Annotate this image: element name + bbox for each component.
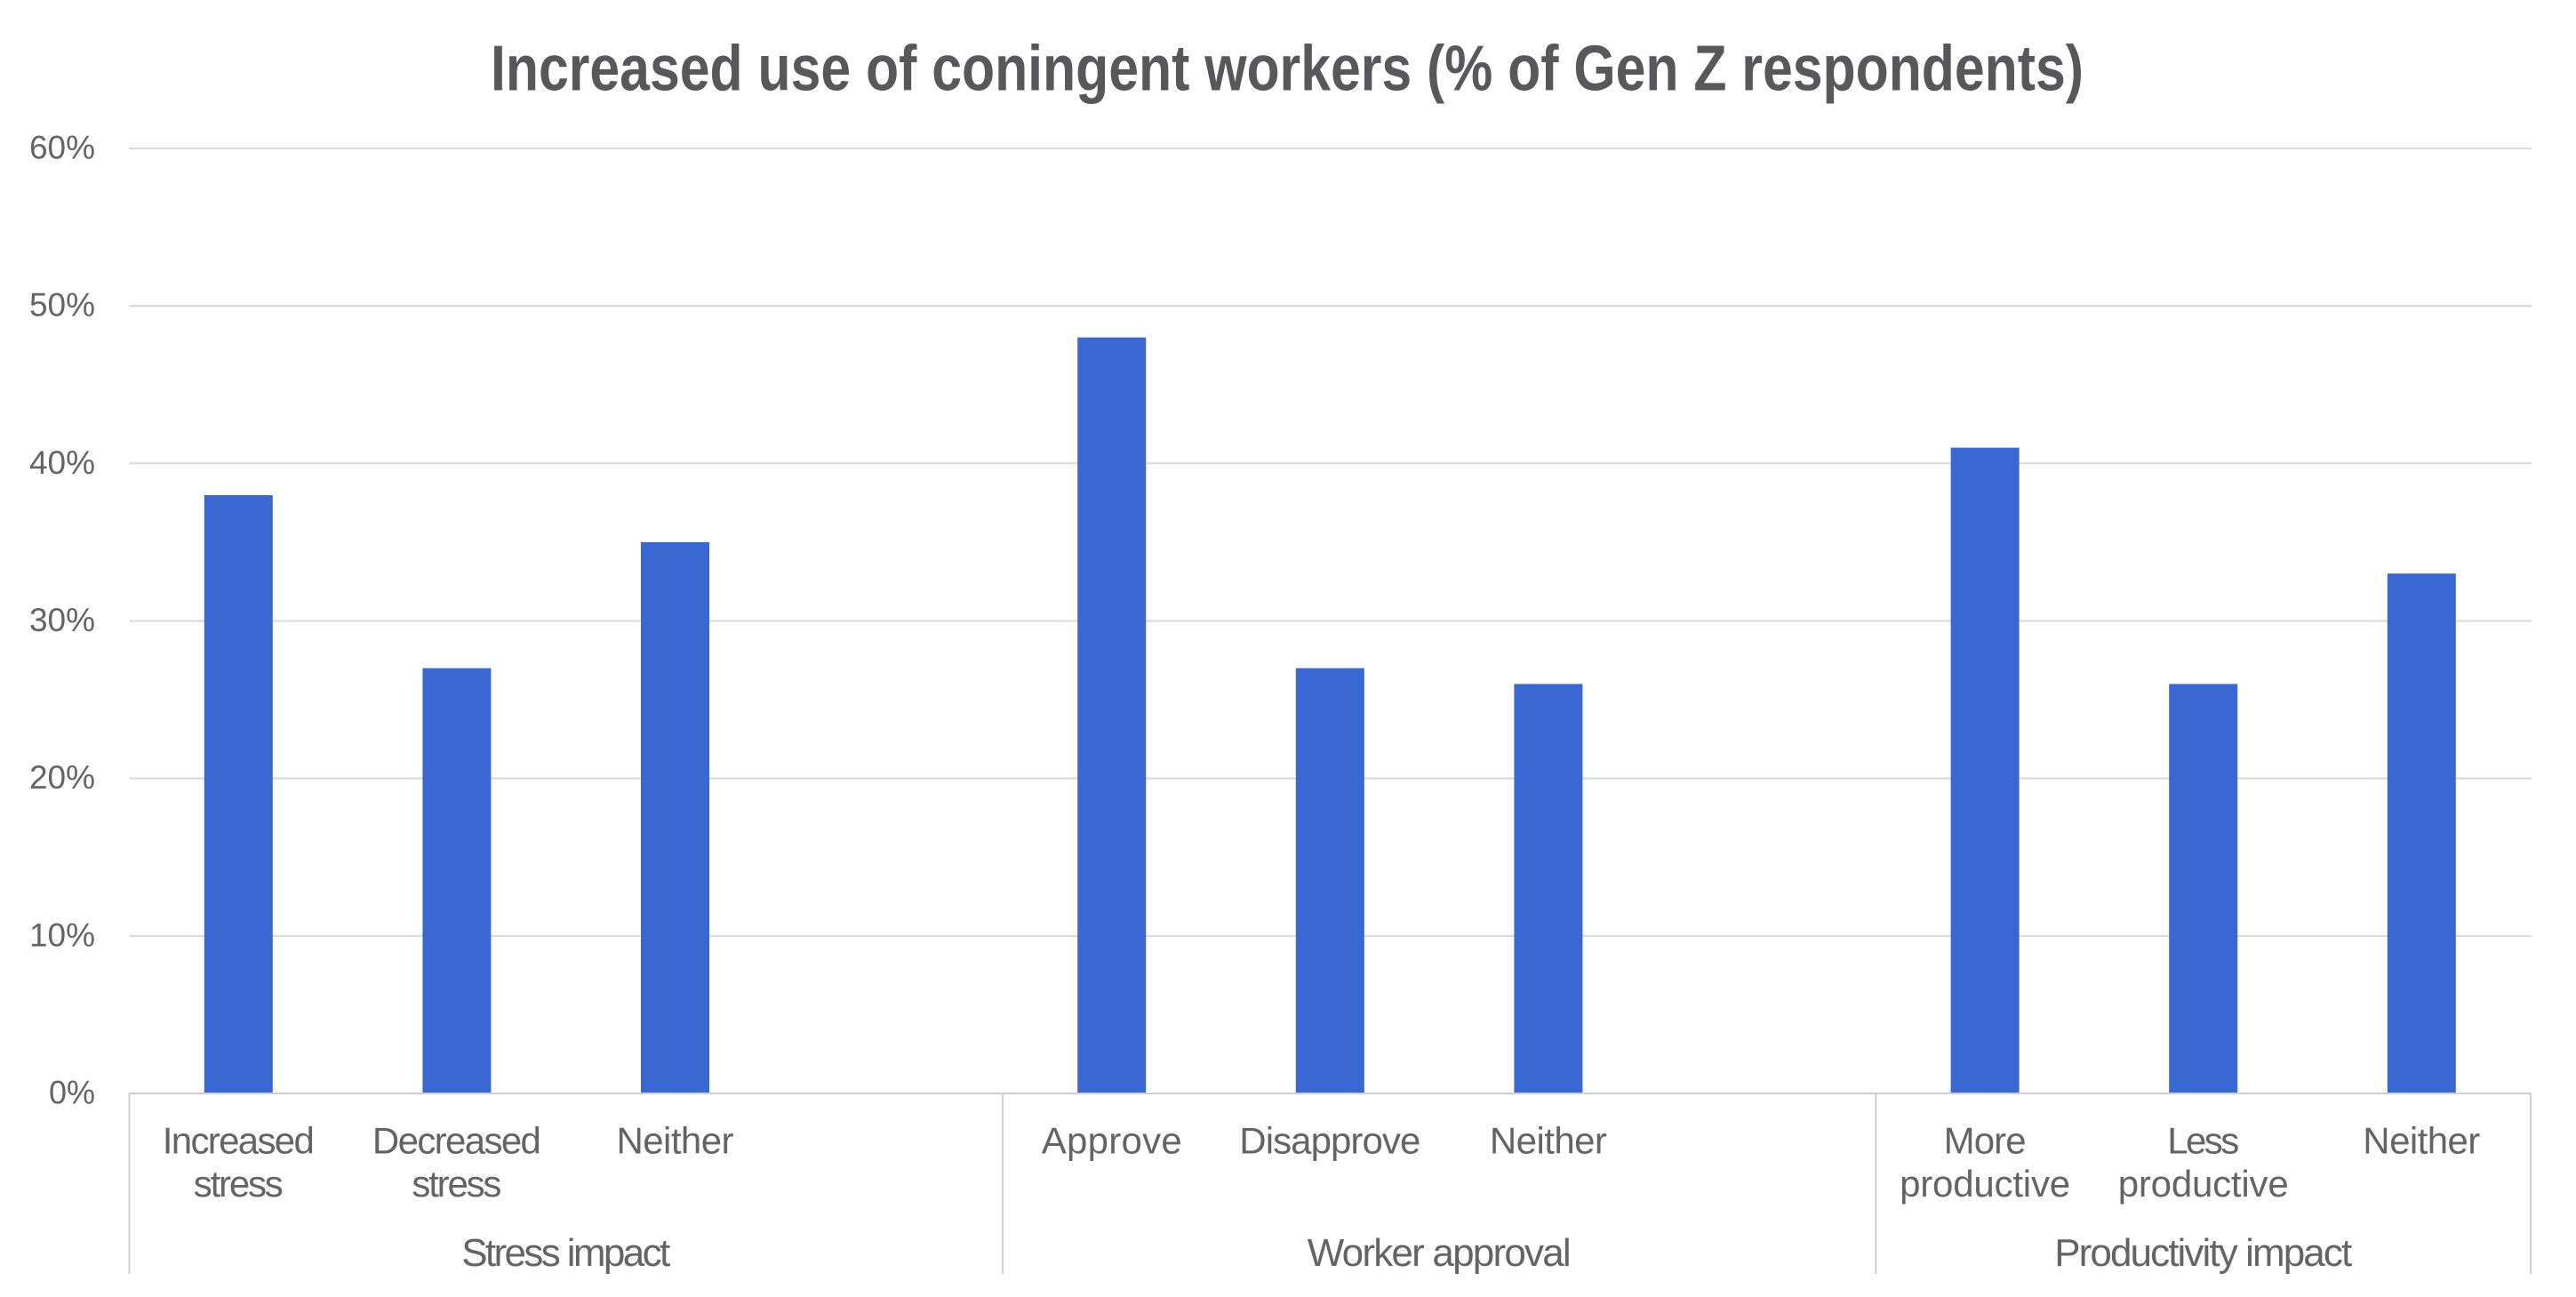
svg-text:Neither: Neither xyxy=(1490,1120,1607,1162)
svg-text:30%: 30% xyxy=(29,602,95,638)
svg-text:50%: 50% xyxy=(29,287,95,324)
svg-text:Increased use of coningent wor: Increased use of coningent workers (% of… xyxy=(491,34,2084,105)
svg-text:Decreased: Decreased xyxy=(372,1120,541,1162)
svg-text:Neither: Neither xyxy=(2363,1120,2480,1162)
svg-text:Disapprove: Disapprove xyxy=(1239,1120,1420,1162)
svg-text:20%: 20% xyxy=(29,759,95,796)
svg-text:productive: productive xyxy=(1900,1163,2070,1205)
svg-text:Neither: Neither xyxy=(617,1120,734,1162)
svg-text:productive: productive xyxy=(2118,1163,2289,1205)
svg-text:40%: 40% xyxy=(29,444,95,481)
svg-text:Productivity impact: Productivity impact xyxy=(2054,1231,2352,1275)
svg-text:Increased: Increased xyxy=(163,1120,315,1162)
svg-text:Stress impact: Stress impact xyxy=(461,1231,670,1275)
svg-text:60%: 60% xyxy=(29,130,95,166)
svg-text:More: More xyxy=(1944,1120,2027,1162)
svg-text:Less: Less xyxy=(2167,1120,2239,1162)
svg-text:10%: 10% xyxy=(29,917,95,953)
svg-text:stress: stress xyxy=(412,1163,501,1205)
svg-text:Approve: Approve xyxy=(1042,1120,1182,1162)
svg-text:0%: 0% xyxy=(49,1075,95,1111)
svg-text:Worker approval: Worker approval xyxy=(1308,1231,1572,1275)
svg-text:stress: stress xyxy=(194,1163,284,1205)
